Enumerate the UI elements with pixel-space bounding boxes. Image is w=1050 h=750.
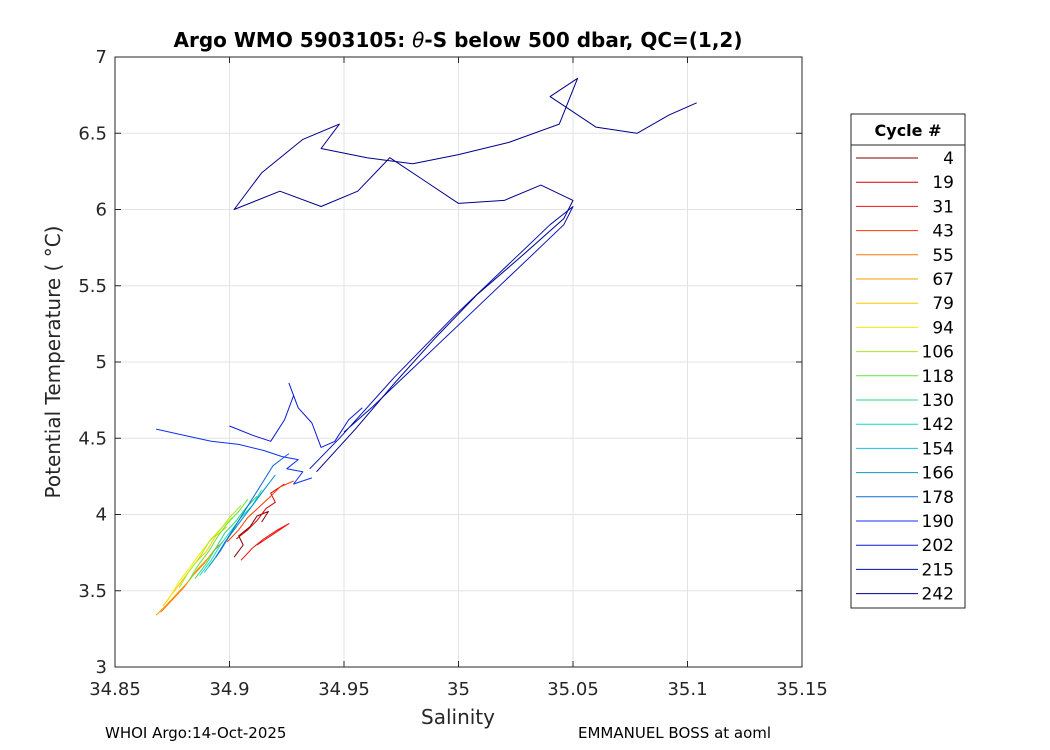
chart-title-suffix: -S below 500 dbar, QC=(1,2)	[424, 28, 742, 52]
legend-label-cycle-215: 215	[922, 560, 954, 580]
legend-label-cycle-31: 31	[932, 197, 954, 217]
legend-label-cycle-67: 67	[932, 270, 954, 290]
legend-label-cycle-79: 79	[932, 294, 954, 314]
legend-label-cycle-118: 118	[922, 367, 954, 387]
x-tick-label: 34.9	[209, 679, 249, 700]
series-line-cycle-242	[233, 77, 697, 473]
chart-title: Argo WMO 5903105: θ-S below 500 dbar, QC…	[174, 28, 743, 52]
y-tick-label: 3	[96, 657, 107, 678]
legend-label-cycle-43: 43	[932, 222, 954, 242]
footer-operator: EMMANUEL BOSS at aoml	[578, 724, 772, 742]
legend-label-cycle-190: 190	[922, 512, 954, 532]
x-axis-label: Salinity	[421, 705, 495, 729]
y-tick-label: 5.5	[78, 276, 107, 297]
series-line-cycle-178	[215, 453, 290, 558]
legend-label-cycle-142: 142	[922, 415, 954, 435]
legend-label-cycle-55: 55	[932, 246, 954, 266]
legend: Cycle # 4 19 31 43 55 67 79 94 106 118 130 142 154 16…	[850, 113, 966, 609]
legend-label-cycle-242: 242	[922, 585, 954, 605]
legend-title: Cycle #	[875, 121, 942, 140]
y-tick-label: 6.5	[78, 123, 107, 144]
legend-label-cycle-166: 166	[922, 464, 954, 484]
ticks: 34.85 34.9 34.95 35 35.05 35.1 35.15 3 3.5 4 4.5 5 5…	[78, 47, 827, 700]
x-tick-label: 35.1	[667, 679, 707, 700]
legend-label-cycle-19: 19	[932, 173, 954, 193]
legend-label-cycle-130: 130	[922, 391, 954, 411]
chart-title-theta: θ	[412, 28, 424, 52]
y-tick-label: 6	[96, 200, 107, 221]
y-tick-label: 7	[96, 47, 107, 68]
series-line-cycle-118	[187, 499, 249, 582]
y-tick-label: 4.5	[78, 428, 107, 449]
legend-entries: 4 19 31 43 55 67 79 94 106 118 130 142 154 166 178 190 2…	[856, 149, 954, 605]
series-layer	[155, 77, 697, 616]
x-tick-label: 34.95	[318, 679, 370, 700]
x-tick-label: 34.85	[89, 679, 141, 700]
chart-title-prefix: Argo WMO 5903105:	[174, 28, 413, 52]
y-tick-label: 3.5	[78, 581, 107, 602]
x-tick-label: 35.05	[547, 679, 599, 700]
legend-label-cycle-202: 202	[922, 536, 954, 556]
series-line-cycle-215	[309, 206, 574, 470]
y-tick-label: 5	[96, 352, 107, 373]
legend-box	[850, 113, 966, 609]
legend-label-cycle-178: 178	[922, 488, 954, 508]
legend-label-cycle-154: 154	[922, 439, 954, 459]
series-line-cycle-190	[156, 428, 313, 485]
series-line-cycle-130	[194, 495, 258, 579]
series-line-cycle-19	[236, 483, 285, 540]
y-tick-label: 4	[96, 505, 107, 526]
series-line-cycle-4	[233, 511, 269, 558]
plot-area: 34.85 34.9 34.95 35 35.05 35.1 35.15 3 3.5 4 4.5 5 5…	[78, 47, 827, 700]
series-line-cycle-166	[208, 474, 276, 567]
legend-label-cycle-106: 106	[922, 343, 954, 363]
legend-label-cycle-94: 94	[932, 318, 954, 338]
legend-label-cycle-4: 4	[943, 149, 954, 169]
series-line-cycle-202	[229, 382, 363, 448]
footer-credit: WHOI Argo:14-Oct-2025	[105, 724, 287, 742]
series-line-cycle-106	[178, 505, 242, 588]
series-line-cycle-43	[226, 480, 294, 543]
series-line-cycle-31	[240, 523, 290, 561]
y-axis-label: Potential Temperature ( °C)	[41, 226, 65, 499]
x-tick-label: 35.15	[776, 679, 828, 700]
x-tick-label: 35	[447, 679, 470, 700]
